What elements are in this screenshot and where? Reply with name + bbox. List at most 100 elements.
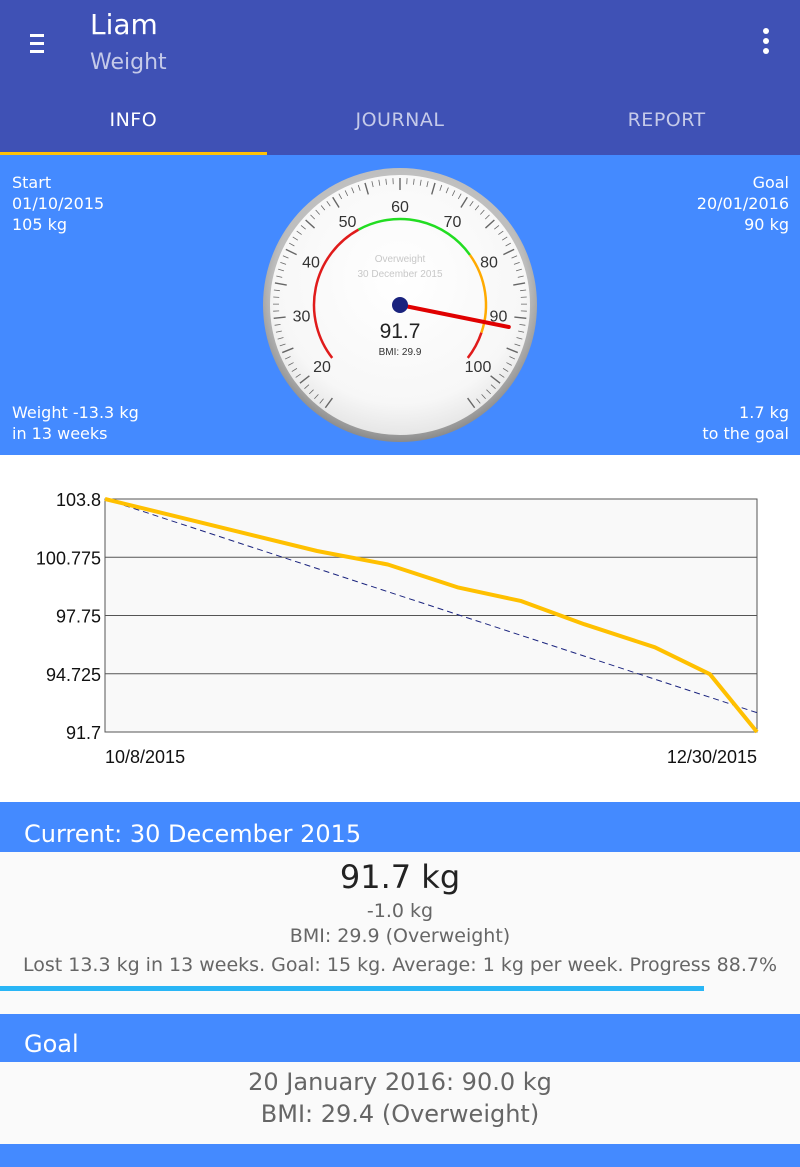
current-bmi: BMI: 29.9 (Overweight) — [289, 925, 511, 947]
weight-change-period: in 13 weeks — [12, 424, 108, 443]
weight-gauge: 20 30 40 50 60 70 80 90 100 Overweight 3… — [263, 168, 537, 442]
gauge-minor-tick — [310, 214, 316, 220]
gauge-minor-tick — [371, 181, 374, 188]
gauge-minor-tick — [295, 373, 301, 378]
gauge-minor-tick — [457, 193, 462, 200]
remaining-label: to the goal — [702, 424, 789, 443]
gauge-minor-tick — [515, 268, 522, 272]
gauge-minor-tick — [296, 230, 302, 235]
gauge-major-tick — [490, 375, 501, 384]
gauge-minor-tick — [513, 262, 520, 265]
gauge-scale-label: 80 — [480, 255, 498, 272]
weight-series-line — [104, 497, 759, 734]
current-stats: Lost 13.3 kg in 13 weeks. Goal: 15 kg. A… — [22, 954, 778, 976]
gauge-scale-label: 40 — [302, 255, 320, 272]
gauge-minor-tick — [517, 275, 524, 278]
gauge-scale-label: 70 — [444, 214, 462, 231]
gauge-minor-tick — [518, 330, 525, 333]
weight-summary-panel: Start 01/10/2015 105 kg Goal 20/01/2016 … — [0, 155, 800, 455]
y-tick-label: 97.75 — [56, 607, 101, 627]
gauge-minor-tick — [276, 275, 283, 278]
gauge-scale-label: 100 — [465, 359, 492, 376]
gauge-minor-tick — [514, 343, 521, 347]
gauge-minor-tick — [469, 200, 474, 207]
goal-card: 20 January 2016: 90.0 kg BMI: 29.4 (Over… — [0, 1062, 800, 1144]
gauge-minor-tick — [308, 389, 314, 395]
gauge-minor-tick — [284, 356, 291, 360]
gauge-major-tick — [431, 182, 436, 195]
gauge-major-tick — [274, 282, 287, 286]
tab-report[interactable]: REPORT — [627, 109, 706, 131]
gauge-minor-tick — [304, 384, 310, 389]
gauge-minor-tick — [445, 187, 449, 194]
goal-date-weight: 20 January 2016: 90.0 kg — [248, 1068, 552, 1096]
progress-bar — [0, 986, 800, 992]
gauge-scale-label: 50 — [339, 214, 357, 231]
gauge-major-tick — [324, 397, 333, 409]
gauge-zone-overweight — [468, 254, 488, 334]
gauge-minor-tick — [476, 398, 481, 404]
gauge-major-tick — [506, 347, 519, 354]
start-weight: 105 kg — [12, 215, 68, 234]
hamburger-menu-icon[interactable] — [20, 26, 54, 60]
y-tick-label: 94.725 — [46, 665, 101, 685]
remaining-info: 1.7 kg to the goal — [702, 402, 789, 444]
gauge-minor-tick — [319, 398, 324, 404]
gauge-minor-tick — [282, 255, 289, 259]
gauge-minor-tick — [494, 225, 500, 230]
gauge-minor-tick — [426, 181, 429, 188]
gauge-minor-tick — [498, 230, 504, 235]
gauge-minor-tick — [278, 268, 285, 272]
gauge-major-tick — [281, 347, 294, 354]
gauge-minor-tick — [274, 323, 281, 326]
gauge-minor-tick — [385, 178, 387, 185]
gauge-minor-tick — [451, 190, 456, 197]
gauge-minor-tick — [439, 184, 443, 191]
tab-bar: INFO JOURNAL REPORT — [0, 88, 800, 155]
gauge-zone-normal — [357, 217, 471, 256]
gauge-major-tick — [332, 196, 340, 208]
tab-journal[interactable]: JOURNAL — [355, 109, 445, 131]
gauge-minor-tick — [344, 190, 349, 197]
gauge-scale-label: 60 — [391, 199, 409, 216]
gauge-major-tick — [364, 182, 369, 195]
chart-gridlines — [105, 556, 757, 675]
weight-line-chart: 103.8 100.775 97.75 94.725 91.7 10/8/201… — [36, 490, 759, 767]
gauge-minor-tick — [474, 205, 480, 211]
gauge-minor-tick — [277, 337, 284, 340]
gauge-minor-tick — [300, 225, 306, 230]
tab-info[interactable]: INFO — [0, 88, 267, 155]
gauge-major-tick — [299, 375, 310, 384]
gauge-major-tick — [467, 397, 476, 409]
gauge-minor-tick — [511, 255, 518, 259]
gauge-minor-tick — [502, 368, 509, 372]
gauge-minor-tick — [501, 236, 508, 241]
weight-change: Weight -13.3 kg — [12, 403, 139, 422]
overflow-menu-icon[interactable] — [752, 24, 780, 58]
gauge-minor-tick — [505, 242, 512, 247]
progress-bar-fill — [0, 986, 704, 991]
goal-card-header: Goal — [0, 1014, 800, 1062]
trend-series-line — [104, 498, 758, 714]
app-title: Liam — [90, 8, 158, 41]
gauge-date: 30 December 2015 — [357, 269, 442, 280]
goal-weight: 90 kg — [744, 215, 789, 234]
gauge-value: 91.7 — [380, 320, 421, 343]
gauge-minor-tick — [275, 330, 282, 333]
gauge-minor-tick — [280, 262, 287, 265]
weight-change-info: Weight -13.3 kg in 13 weeks — [12, 402, 139, 444]
goal-date: 20/01/2016 — [696, 194, 789, 213]
gauge-minor-tick — [490, 384, 496, 389]
gauge-scale-label: 20 — [313, 359, 331, 376]
gauge-minor-tick — [288, 242, 295, 247]
gauge-scale-label: 90 — [490, 308, 508, 325]
gauge-minor-tick — [419, 179, 422, 186]
gauge-minor-tick — [413, 178, 415, 185]
gauge-major-tick — [484, 219, 495, 229]
gauge-minor-tick — [519, 323, 526, 326]
goal-bmi: BMI: 29.4 (Overweight) — [260, 1100, 540, 1128]
remaining-weight: 1.7 kg — [739, 403, 789, 422]
gauge-minor-tick — [288, 362, 294, 366]
gauge-hub — [392, 297, 408, 313]
gauge-zones — [312, 217, 488, 359]
